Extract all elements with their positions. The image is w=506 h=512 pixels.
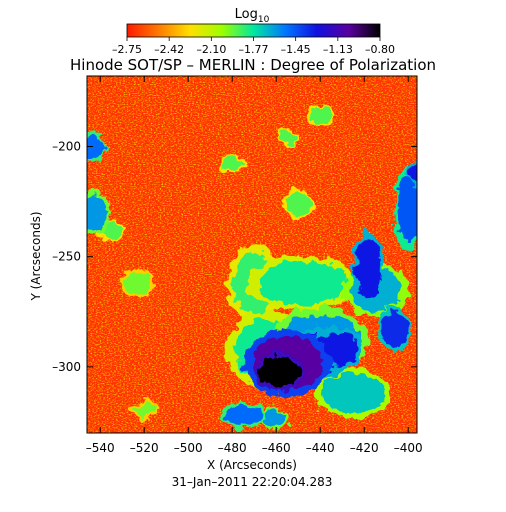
x-tick-label: –480: [218, 441, 247, 455]
y-axis-ticks: –200 –250 –300: [52, 140, 417, 374]
polarization-region: [355, 236, 382, 299]
x-tick-label: –520: [130, 441, 159, 455]
x-axis-label: X (Arcseconds): [207, 458, 297, 472]
x-tick-label: –440: [306, 441, 335, 455]
heatmap-plot: [87, 76, 417, 433]
polarization-region: [285, 192, 312, 215]
polarization-regions: [87, 104, 417, 431]
colorbar-tick-labels: –2.75 –2.42 –2.10 –1.77 –1.45 –1.13 –0.80: [112, 37, 395, 56]
colorbar-tick-label: –1.13: [323, 43, 353, 56]
polarization-region: [225, 404, 261, 427]
colorbar-label: Log10: [235, 7, 270, 25]
polarization-region: [258, 261, 347, 306]
x-axis-ticks: –540 –520 –500 –480 –460 –440 –420 –400: [86, 76, 423, 455]
y-tick-label: –300: [52, 360, 81, 374]
colorbar: Log10 –2.75 –2.42 –2.10 –1.77 –1.45 –1.13 –0.8…: [112, 7, 395, 56]
y-axis-label: Y (Arcseconds): [29, 211, 43, 301]
y-tick-label: –200: [52, 140, 81, 154]
polarization-region: [322, 373, 385, 414]
colorbar-tick-label: –2.10: [196, 43, 226, 56]
polarization-region: [278, 131, 297, 145]
polarization-region: [87, 133, 103, 160]
polarization-region: [309, 106, 332, 125]
x-tick-label: –500: [174, 441, 203, 455]
colorbar-tick-label: –1.77: [239, 43, 269, 56]
x-tick-label: –400: [394, 441, 423, 455]
y-tick-label: –250: [52, 250, 81, 264]
polarization-region: [260, 355, 301, 387]
colorbar-tick-label: –0.80: [365, 43, 395, 56]
polarization-region: [87, 195, 107, 231]
x-tick-label: –540: [86, 441, 115, 455]
chart-title: Hinode SOT/SP – MERLIN : Degree of Polar…: [70, 56, 436, 74]
x-tick-label: –420: [350, 441, 379, 455]
polarization-region: [410, 160, 417, 186]
plot-frame: [86, 75, 418, 434]
polarization-region: [124, 272, 151, 295]
polarization-region: [221, 155, 244, 173]
polarization-region: [381, 311, 409, 348]
colorbar-tick-label: –2.75: [112, 43, 142, 56]
polarization-region: [133, 402, 156, 420]
colorbar-gradient: [126, 23, 381, 38]
colorbar-tick-label: –1.45: [281, 43, 311, 56]
x-tick-label: –460: [262, 441, 291, 455]
timestamp-caption: 31–Jan–2011 22:20:04.283: [172, 475, 333, 489]
polarization-region: [397, 172, 417, 244]
colorbar-tick-label: –2.42: [154, 43, 184, 56]
